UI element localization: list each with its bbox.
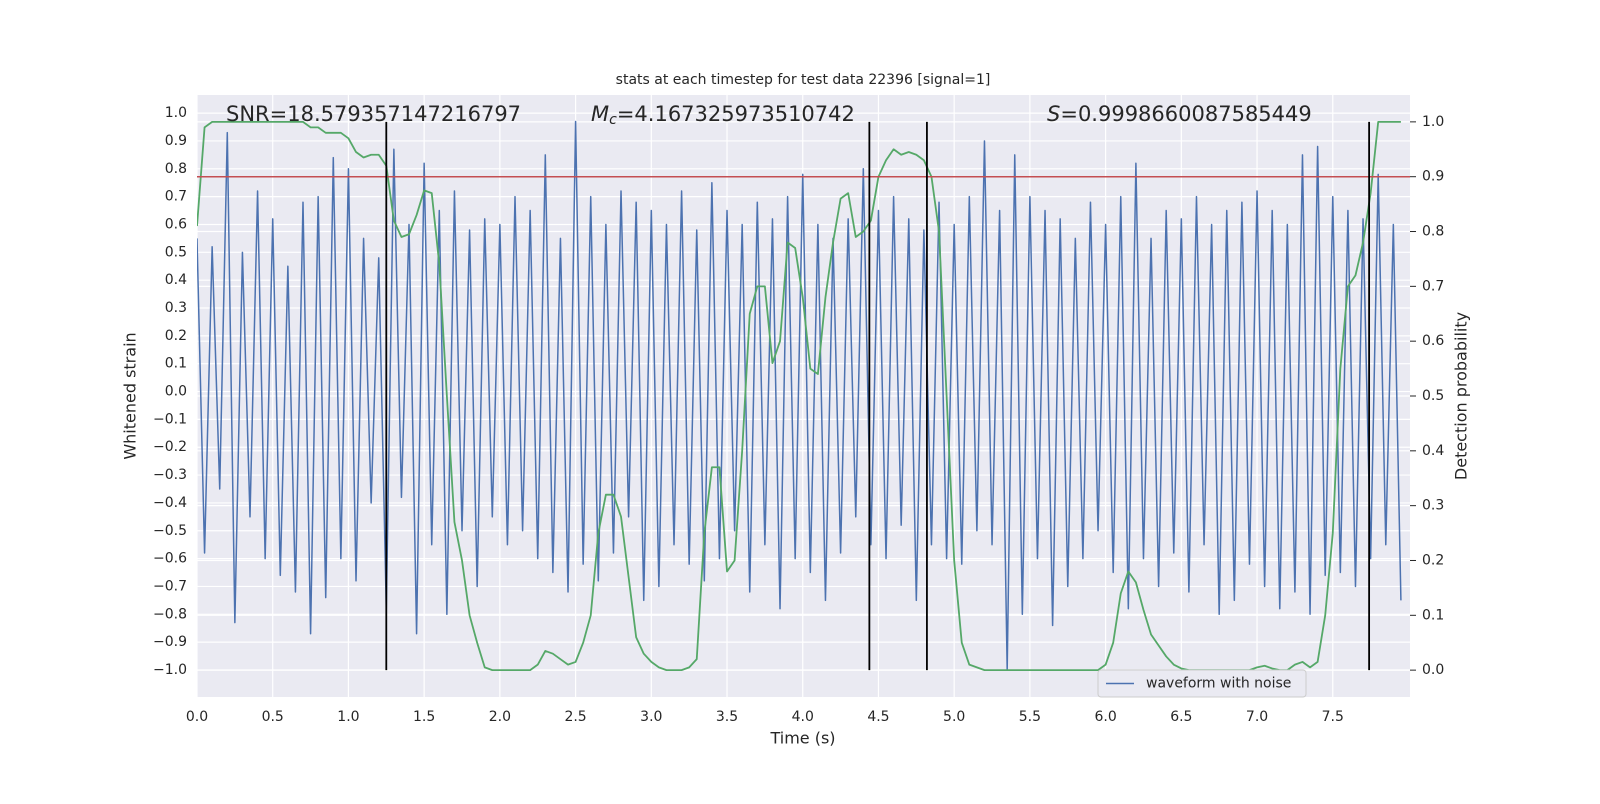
y-tick-label: −0.2 bbox=[153, 439, 187, 455]
x-tick-label: 1.0 bbox=[337, 709, 359, 725]
x-axis-label: Time (s) bbox=[769, 729, 835, 748]
y-tick-label: 1.0 bbox=[165, 105, 187, 121]
chart-title: stats at each timestep for test data 223… bbox=[616, 72, 991, 88]
y2-tick-label: 0.6 bbox=[1422, 333, 1444, 349]
annotation-mc: Mc=4.167325973510742 bbox=[591, 102, 855, 128]
y2-tick-label: 0.4 bbox=[1422, 443, 1444, 459]
y2-tick-label: 0.3 bbox=[1422, 498, 1444, 514]
legend: waveform with noise bbox=[1097, 669, 1307, 698]
y-tick-label: −0.8 bbox=[153, 606, 187, 622]
y-tick-label: 0.7 bbox=[165, 189, 187, 205]
y-tick-label: 0.6 bbox=[165, 216, 187, 232]
x-tick-label: 4.0 bbox=[792, 709, 814, 725]
x-tick-label: 2.0 bbox=[489, 709, 511, 725]
annotation-snr: SNR=18.579357147216797 bbox=[226, 102, 521, 126]
y2-tick-label: 0.7 bbox=[1422, 278, 1444, 294]
x-tick-label: 7.5 bbox=[1322, 709, 1344, 725]
y2-tick-label: 0.1 bbox=[1422, 607, 1444, 623]
y-axis-label: Whitened strain bbox=[121, 332, 140, 459]
s-symbol: S bbox=[1047, 102, 1060, 126]
s-value: =0.9998660087585449 bbox=[1060, 102, 1311, 126]
x-tick-label: 3.5 bbox=[716, 709, 738, 725]
y2-tick-label: 0.5 bbox=[1422, 388, 1444, 404]
y-tick-label: −0.6 bbox=[153, 551, 187, 567]
mc-symbol: M bbox=[591, 102, 609, 126]
y-tick-label: 0.0 bbox=[165, 384, 187, 400]
y-tick-label: −1.0 bbox=[153, 662, 187, 678]
legend-box bbox=[1097, 669, 1307, 698]
y-tick-label: −0.7 bbox=[153, 578, 187, 594]
x-tick-label: 6.5 bbox=[1170, 709, 1192, 725]
y2-axis-label: Detection probability bbox=[1452, 312, 1471, 480]
y-tick-label: −0.9 bbox=[153, 634, 187, 650]
series-line bbox=[197, 120, 1402, 671]
y-tick-label: 0.8 bbox=[165, 161, 187, 177]
annotation-s: S=0.9998660087585449 bbox=[1047, 102, 1312, 126]
y-tick-label: −0.5 bbox=[153, 523, 187, 539]
x-tick-label: 6.0 bbox=[1094, 709, 1116, 725]
y-tick-label: 0.9 bbox=[165, 133, 187, 149]
y-tick-label: −0.1 bbox=[153, 411, 187, 427]
y-tick-label: 0.3 bbox=[165, 300, 187, 316]
y2-tick-label: 0.2 bbox=[1422, 552, 1444, 568]
y-tick-label: 0.4 bbox=[165, 272, 187, 288]
x-tick-label: 4.5 bbox=[867, 709, 889, 725]
y-tick-label: −0.4 bbox=[153, 495, 187, 511]
mc-value: =4.167325973510742 bbox=[617, 102, 855, 126]
y2-tick-label: 0.0 bbox=[1422, 662, 1444, 678]
x-tick-label: 7.0 bbox=[1246, 709, 1268, 725]
y-tick-label: 0.2 bbox=[165, 328, 187, 344]
y-tick-label: −0.3 bbox=[153, 467, 187, 483]
legend-label: waveform with noise bbox=[1146, 676, 1291, 692]
y2-tick-label: 0.9 bbox=[1422, 169, 1444, 185]
marks bbox=[197, 120, 1410, 672]
y2-tick-label: 0.8 bbox=[1422, 224, 1444, 240]
x-tick-label: 5.0 bbox=[943, 709, 965, 725]
x-tick-label: 3.0 bbox=[640, 709, 662, 725]
y-tick-label: 0.5 bbox=[165, 244, 187, 260]
x-tick-label: 5.5 bbox=[1019, 709, 1041, 725]
x-tick-label: 0.5 bbox=[262, 709, 284, 725]
y2-tick-label: 1.0 bbox=[1422, 114, 1444, 130]
x-tick-label: 0.0 bbox=[186, 709, 208, 725]
mc-subscript: c bbox=[609, 112, 617, 128]
labels: stats at each timestep for test data 223… bbox=[121, 72, 1471, 748]
y-tick-label: 0.1 bbox=[165, 356, 187, 372]
x-tick-label: 1.5 bbox=[413, 709, 435, 725]
x-tick-label: 2.5 bbox=[564, 709, 586, 725]
